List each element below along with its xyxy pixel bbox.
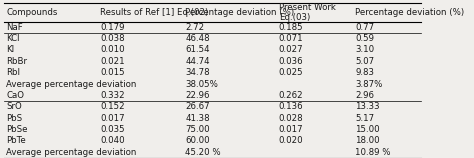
- Text: 0.010: 0.010: [100, 46, 125, 55]
- Text: KI: KI: [6, 46, 15, 55]
- Text: 61.54: 61.54: [185, 46, 210, 55]
- Text: 0.152: 0.152: [100, 102, 125, 111]
- Text: 0.015: 0.015: [100, 68, 125, 77]
- Text: 2.96: 2.96: [356, 91, 374, 100]
- Text: 60.00: 60.00: [185, 136, 210, 145]
- Text: 0.262: 0.262: [279, 91, 303, 100]
- Text: Present Work
Eq.(03): Present Work Eq.(03): [279, 3, 336, 22]
- Text: Percentage deviation (%): Percentage deviation (%): [185, 8, 294, 17]
- Text: 10.89 %: 10.89 %: [356, 148, 391, 157]
- Text: CaO: CaO: [6, 91, 24, 100]
- Text: Average percentage deviation: Average percentage deviation: [6, 79, 137, 88]
- Text: 0.179: 0.179: [100, 23, 125, 32]
- Text: Compounds: Compounds: [6, 8, 58, 17]
- Text: 0.025: 0.025: [279, 68, 303, 77]
- Text: SrO: SrO: [6, 102, 22, 111]
- Text: 0.035: 0.035: [100, 125, 125, 134]
- Text: 5.17: 5.17: [356, 114, 374, 123]
- Text: 34.78: 34.78: [185, 68, 210, 77]
- Text: 0.59: 0.59: [356, 34, 374, 43]
- Text: 15.00: 15.00: [356, 125, 380, 134]
- Text: NaF: NaF: [6, 23, 23, 32]
- Text: 0.028: 0.028: [279, 114, 303, 123]
- Text: 9.83: 9.83: [356, 68, 374, 77]
- Text: 41.38: 41.38: [185, 114, 210, 123]
- Text: Results of Ref [1] Eq.(02): Results of Ref [1] Eq.(02): [100, 8, 208, 17]
- Text: 0.332: 0.332: [100, 91, 125, 100]
- Text: KCl: KCl: [6, 34, 20, 43]
- Text: 0.027: 0.027: [279, 46, 303, 55]
- Text: 22.96: 22.96: [185, 91, 210, 100]
- Text: 26.67: 26.67: [185, 102, 210, 111]
- Text: PbS: PbS: [6, 114, 22, 123]
- Text: Percentage deviation (%): Percentage deviation (%): [356, 8, 465, 17]
- Text: 0.017: 0.017: [279, 125, 303, 134]
- Text: 0.020: 0.020: [279, 136, 303, 145]
- Text: 38.05%: 38.05%: [185, 79, 218, 88]
- Text: 0.021: 0.021: [100, 57, 125, 66]
- Text: 0.040: 0.040: [100, 136, 125, 145]
- Text: RbI: RbI: [6, 68, 20, 77]
- Text: 45.20 %: 45.20 %: [185, 148, 221, 157]
- Text: 44.74: 44.74: [185, 57, 210, 66]
- Text: 46.48: 46.48: [185, 34, 210, 43]
- Text: 18.00: 18.00: [356, 136, 380, 145]
- Text: 0.036: 0.036: [279, 57, 303, 66]
- Text: 5.07: 5.07: [356, 57, 374, 66]
- Text: 0.185: 0.185: [279, 23, 303, 32]
- Text: 75.00: 75.00: [185, 125, 210, 134]
- Text: 0.017: 0.017: [100, 114, 125, 123]
- Text: RbBr: RbBr: [6, 57, 27, 66]
- Text: PbSe: PbSe: [6, 125, 28, 134]
- Text: 0.038: 0.038: [100, 34, 125, 43]
- Text: 0.136: 0.136: [279, 102, 303, 111]
- Text: 0.071: 0.071: [279, 34, 303, 43]
- Text: 13.33: 13.33: [356, 102, 380, 111]
- Text: Average percentage deviation: Average percentage deviation: [6, 148, 137, 157]
- Text: 2.72: 2.72: [185, 23, 204, 32]
- Text: PbTe: PbTe: [6, 136, 26, 145]
- Text: 3.10: 3.10: [356, 46, 374, 55]
- Text: 0.77: 0.77: [356, 23, 374, 32]
- Text: 3.87%: 3.87%: [356, 79, 383, 88]
